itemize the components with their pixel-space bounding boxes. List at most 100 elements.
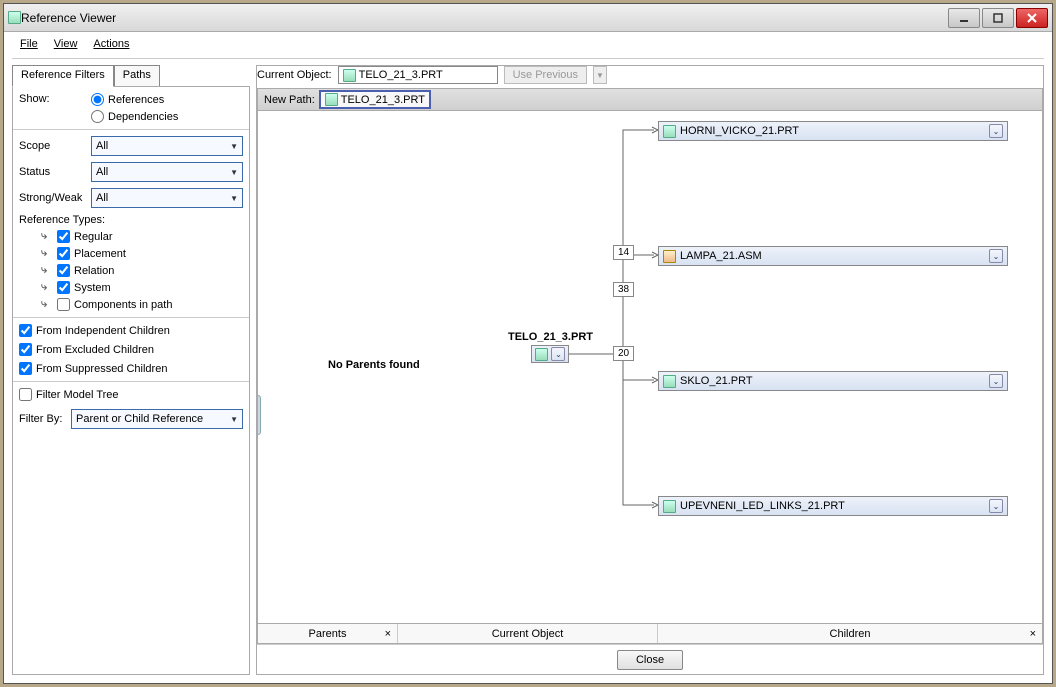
maximize-button[interactable] <box>982 8 1014 28</box>
col-parents: Parents× <box>258 624 398 643</box>
close-window-button[interactable] <box>1016 8 1048 28</box>
application-window: Reference Viewer File View Actions Refer… <box>3 3 1053 684</box>
center-node-label: TELO_21_3.PRT <box>508 331 593 343</box>
radio-dependencies[interactable]: Dependencies <box>91 110 178 123</box>
child-node[interactable]: LAMPA_21.ASM ⌄ <box>658 246 1008 266</box>
cb-from-independent[interactable]: From Independent Children <box>19 324 243 337</box>
edge-count: 14 <box>613 245 634 260</box>
close-icon[interactable]: × <box>385 628 391 640</box>
edge-count: 38 <box>613 282 634 297</box>
type-icon: ⤷ <box>41 230 53 243</box>
part-icon <box>663 125 676 138</box>
center-node-box[interactable]: ⌄ <box>531 345 569 363</box>
use-previous-button: Use Previous <box>504 66 587 84</box>
child-node-box[interactable]: LAMPA_21.ASM ⌄ <box>658 246 1008 266</box>
child-node[interactable]: HORNI_VICKO_21.PRT ⌄ <box>658 121 1008 141</box>
type-icon: ⤷ <box>41 247 53 260</box>
reference-canvas[interactable]: No Parents found TELO_21_3.PRT ⌄ HORNI_V… <box>258 111 1042 623</box>
reference-types-label: Reference Types: <box>19 214 243 226</box>
cb-system[interactable]: ⤷System <box>41 281 243 294</box>
tab-paths[interactable]: Paths <box>114 65 160 87</box>
child-node[interactable]: UPEVNENI_LED_LINKS_21.PRT ⌄ <box>658 496 1008 516</box>
status-select[interactable]: All▼ <box>91 162 243 182</box>
part-icon <box>663 375 676 388</box>
expand-icon[interactable]: ⌄ <box>989 249 1003 263</box>
child-node-box[interactable]: SKLO_21.PRT ⌄ <box>658 371 1008 391</box>
main-panel: Current Object: TELO_21_3.PRT Use Previo… <box>256 65 1044 675</box>
menu-actions[interactable]: Actions <box>85 36 137 52</box>
menu-view[interactable]: View <box>46 36 86 52</box>
sidebar-tabs: Reference Filters Paths <box>12 65 250 87</box>
cb-regular[interactable]: ⤷Regular <box>41 230 243 243</box>
titlebar: Reference Viewer <box>4 4 1052 32</box>
path-node-current[interactable]: TELO_21_3.PRT <box>319 90 431 109</box>
chevron-down-icon: ▼ <box>230 194 238 203</box>
cb-relation[interactable]: ⤷Relation <box>41 264 243 277</box>
edge-count: 20 <box>613 346 634 361</box>
window-title: Reference Viewer <box>21 11 946 25</box>
child-node-label: UPEVNENI_LED_LINKS_21.PRT <box>680 500 985 512</box>
child-node-box[interactable]: UPEVNENI_LED_LINKS_21.PRT ⌄ <box>658 496 1008 516</box>
expand-icon[interactable]: ⌄ <box>989 374 1003 388</box>
resize-grip[interactable] <box>258 395 261 435</box>
show-radio-group: References Dependencies <box>91 93 178 123</box>
cb-from-suppressed[interactable]: From Suppressed Children <box>19 362 243 375</box>
tab-reference-filters[interactable]: Reference Filters <box>12 65 114 87</box>
menu-file[interactable]: File <box>12 36 46 52</box>
cb-placement[interactable]: ⤷Placement <box>41 247 243 260</box>
use-previous-dropdown: ▼ <box>593 66 607 84</box>
child-node-label: SKLO_21.PRT <box>680 375 985 387</box>
expand-icon[interactable]: ⌄ <box>551 347 565 361</box>
strong-weak-label: Strong/Weak <box>19 192 91 204</box>
cb-components-in-path[interactable]: ⤷Components in path <box>41 298 243 311</box>
show-label: Show: <box>19 93 91 105</box>
path-bar: New Path: TELO_21_3.PRT <box>258 89 1042 111</box>
chevron-down-icon: ▼ <box>230 142 238 151</box>
child-node-label: HORNI_VICKO_21.PRT <box>680 125 985 137</box>
cb-from-excluded[interactable]: From Excluded Children <box>19 343 243 356</box>
window-controls <box>946 8 1048 28</box>
cb-filter-model-tree[interactable]: Filter Model Tree <box>19 388 243 401</box>
reference-types-list: ⤷Regular ⤷Placement ⤷Relation ⤷System ⤷C… <box>41 230 243 311</box>
center-node[interactable]: TELO_21_3.PRT ⌄ <box>508 331 593 364</box>
part-icon <box>535 348 548 361</box>
col-children: Children× <box>658 624 1042 643</box>
close-icon[interactable]: × <box>1030 628 1036 640</box>
chevron-down-icon: ▼ <box>230 168 238 177</box>
part-icon <box>325 93 338 106</box>
menubar: File View Actions <box>4 32 1052 56</box>
current-object-input[interactable]: TELO_21_3.PRT <box>338 66 498 84</box>
col-current: Current Object <box>398 624 658 643</box>
no-parents-text: No Parents found <box>328 359 420 371</box>
scope-select[interactable]: All▼ <box>91 136 243 156</box>
divider <box>12 58 1044 59</box>
chevron-down-icon: ▼ <box>230 415 238 424</box>
content-area: Reference Filters Paths Show: References… <box>4 61 1052 683</box>
scope-label: Scope <box>19 140 91 152</box>
current-object-label: Current Object: <box>257 69 332 81</box>
child-node[interactable]: SKLO_21.PRT ⌄ <box>658 371 1008 391</box>
filter-by-label: Filter By: <box>19 413 71 425</box>
type-icon: ⤷ <box>41 298 53 311</box>
main-header: Current Object: TELO_21_3.PRT Use Previo… <box>257 66 1043 88</box>
new-path-label: New Path: <box>264 94 315 106</box>
minimize-button[interactable] <box>948 8 980 28</box>
strong-weak-select[interactable]: All▼ <box>91 188 243 208</box>
type-icon: ⤷ <box>41 264 53 277</box>
assembly-icon <box>663 250 676 263</box>
expand-icon[interactable]: ⌄ <box>989 124 1003 138</box>
footer: Close <box>257 644 1043 674</box>
radio-references[interactable]: References <box>91 93 178 106</box>
part-icon <box>663 500 676 513</box>
column-headers: Parents× Current Object Children× <box>258 623 1042 643</box>
child-node-box[interactable]: HORNI_VICKO_21.PRT ⌄ <box>658 121 1008 141</box>
status-label: Status <box>19 166 91 178</box>
filter-by-select[interactable]: Parent or Child Reference▼ <box>71 409 243 429</box>
close-button[interactable]: Close <box>617 650 683 670</box>
sidebar: Reference Filters Paths Show: References… <box>12 65 250 675</box>
child-node-label: LAMPA_21.ASM <box>680 250 985 262</box>
part-icon <box>343 69 356 82</box>
expand-icon[interactable]: ⌄ <box>989 499 1003 513</box>
app-icon <box>8 11 21 24</box>
type-icon: ⤷ <box>41 281 53 294</box>
